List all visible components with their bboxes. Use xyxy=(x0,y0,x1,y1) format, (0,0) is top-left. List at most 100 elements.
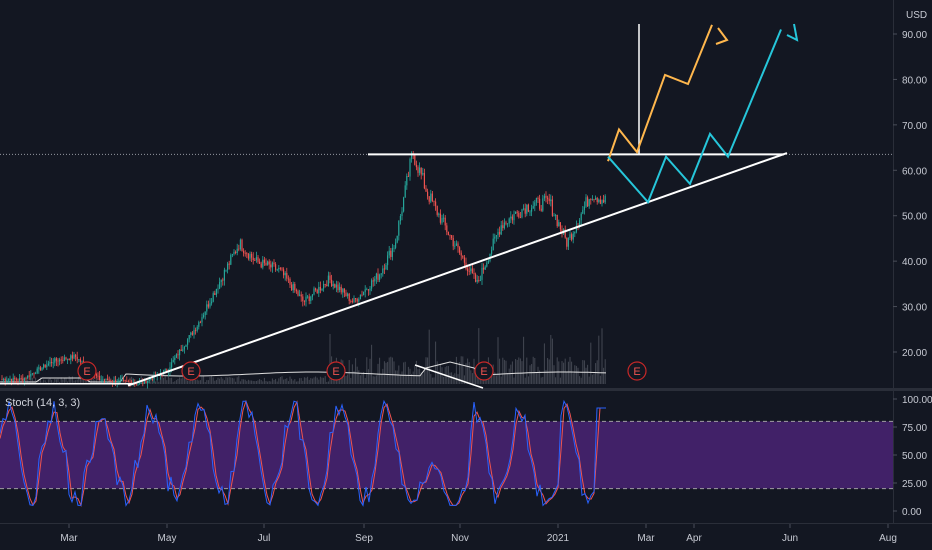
stoch-tick-label: 75.00 xyxy=(902,423,927,434)
volume-bar xyxy=(372,376,374,384)
candle-body xyxy=(255,257,257,261)
candle-body xyxy=(124,380,126,382)
candle-body xyxy=(231,254,233,256)
candle-body xyxy=(295,289,297,292)
volume-bar xyxy=(86,377,88,384)
candle-body xyxy=(273,262,275,265)
candle-body xyxy=(380,273,382,275)
earnings-marker[interactable]: E xyxy=(181,361,201,381)
projection-cyan-path[interactable] xyxy=(607,29,782,204)
price-pane[interactable] xyxy=(0,0,893,388)
earnings-marker-label: E xyxy=(83,366,90,378)
earnings-marker-circle[interactable] xyxy=(326,361,346,381)
volume-bar xyxy=(190,377,192,384)
volume-bar xyxy=(89,377,91,384)
volume-bar xyxy=(449,372,451,384)
price-tick-label: 40.00 xyxy=(902,257,927,268)
volume-bar xyxy=(587,364,589,384)
trendline-drawings[interactable] xyxy=(0,23,893,389)
volume-bar xyxy=(604,359,606,384)
volume-bar xyxy=(380,373,382,384)
volume-trendline[interactable] xyxy=(414,364,484,389)
earnings-marker[interactable]: E xyxy=(326,361,346,381)
stoch-tick-label: 0.00 xyxy=(902,507,922,518)
volume-bar xyxy=(54,379,56,384)
volume-bar xyxy=(390,356,392,384)
volume-bar xyxy=(31,377,33,384)
candle-body xyxy=(65,357,67,360)
volume-bar xyxy=(580,377,582,384)
volume-bar xyxy=(43,379,45,384)
volume-bar xyxy=(406,375,408,384)
volume-bar xyxy=(207,380,209,384)
earnings-marker-circle[interactable] xyxy=(181,361,201,381)
candle-body xyxy=(239,239,241,249)
volume-bar xyxy=(455,356,457,384)
candle-body xyxy=(559,222,561,230)
earnings-marker[interactable]: E xyxy=(627,361,647,381)
candle-body xyxy=(319,286,321,291)
volume-bar xyxy=(419,368,421,384)
volume-bar xyxy=(585,367,587,384)
candle-body xyxy=(532,206,534,209)
volume-bar xyxy=(230,377,232,384)
volume-bar xyxy=(265,380,267,384)
volume-bar xyxy=(209,377,211,384)
volume-bar xyxy=(555,377,557,384)
projection-orange-path[interactable] xyxy=(607,24,713,162)
candle-body xyxy=(175,354,177,358)
volume-bar xyxy=(310,378,312,384)
candle-body xyxy=(329,275,331,280)
earnings-marker-circle[interactable] xyxy=(474,361,494,381)
candle-body xyxy=(558,222,560,227)
candle-body xyxy=(30,374,32,377)
volume-bar xyxy=(396,370,398,384)
candle-body xyxy=(537,197,539,199)
candle-body xyxy=(383,268,385,270)
earnings-marker[interactable]: E xyxy=(77,361,97,381)
candle-body xyxy=(286,272,288,279)
candle-body xyxy=(38,367,40,369)
candle-body xyxy=(276,269,278,271)
candle-body xyxy=(43,364,45,368)
volume-bar xyxy=(467,358,469,384)
candle-body xyxy=(585,197,587,207)
stoch-band-fill xyxy=(0,421,893,489)
volume-bar xyxy=(97,381,99,384)
candle-body xyxy=(211,301,213,304)
volume-bar xyxy=(299,378,301,384)
stoch-indicator-title[interactable]: Stoch (14, 3, 3) xyxy=(5,397,80,409)
candle-body xyxy=(27,375,29,379)
volume-bar xyxy=(495,375,497,384)
support-trendline[interactable] xyxy=(127,152,788,387)
volume-bar xyxy=(532,356,534,384)
candle-body xyxy=(556,214,558,227)
candle-body xyxy=(219,282,221,289)
price-tick-label: 90.00 xyxy=(902,30,927,41)
earnings-marker[interactable]: E xyxy=(474,361,494,381)
volume-bar xyxy=(470,370,472,384)
volume-bar xyxy=(236,377,238,384)
candle-body xyxy=(519,217,521,218)
volume-bar xyxy=(542,376,544,384)
candle-body xyxy=(187,339,189,345)
candle-body xyxy=(567,237,569,247)
volume-bar xyxy=(395,370,397,384)
time-tick-label: Apr xyxy=(686,533,702,544)
earnings-marker-circle[interactable] xyxy=(77,361,97,381)
candle-body xyxy=(199,322,201,324)
candle-body xyxy=(79,359,81,362)
candle-body xyxy=(67,358,69,360)
volume-bar xyxy=(321,377,323,384)
volume-bar xyxy=(515,358,517,384)
volume-bar xyxy=(270,381,272,384)
earnings-marker-circle[interactable] xyxy=(627,361,647,381)
volume-bar xyxy=(431,377,433,384)
volume-bar xyxy=(238,376,240,384)
candle-body xyxy=(44,364,46,368)
volume-bar xyxy=(579,376,581,384)
volume-bar xyxy=(295,381,297,384)
candle-body xyxy=(340,286,342,293)
candle-body xyxy=(391,247,393,257)
